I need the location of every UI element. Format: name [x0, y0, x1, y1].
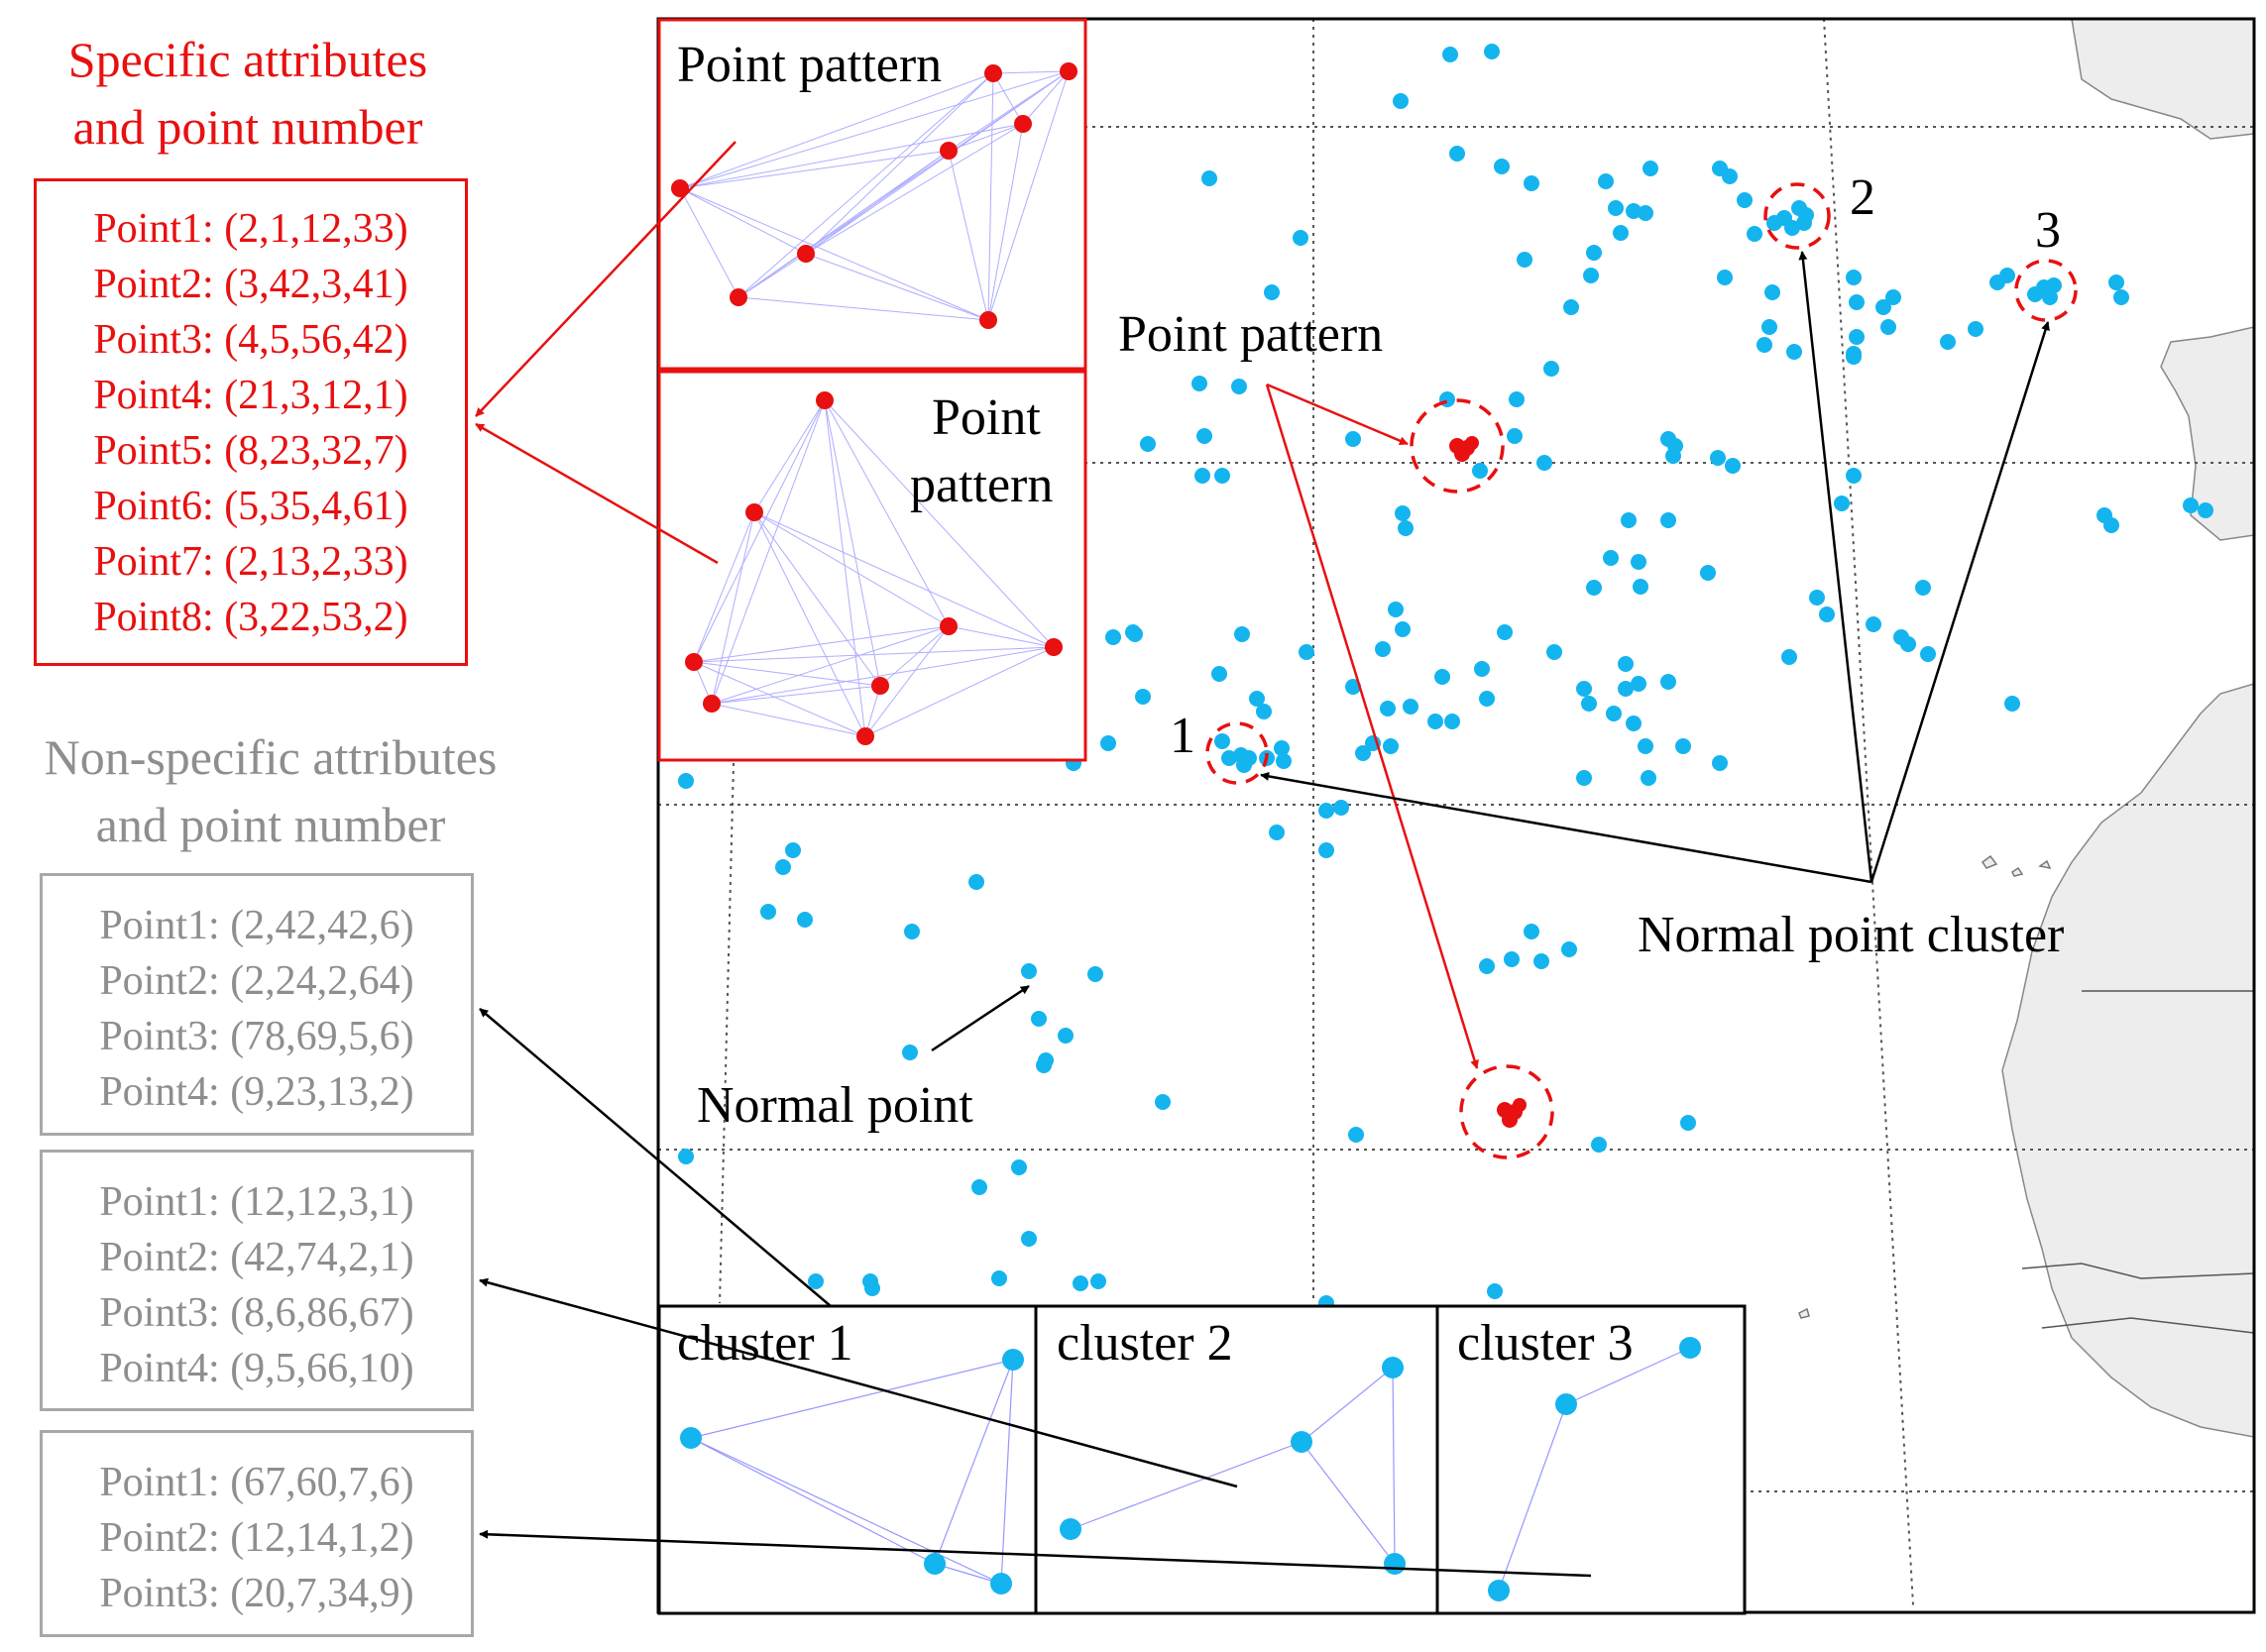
land-mass	[2160, 326, 2254, 541]
specific-arrows	[475, 141, 736, 565]
inset-pattern-top-label: Point pattern	[677, 37, 943, 93]
cluster3-label: cluster 3	[1457, 1315, 1634, 1372]
specific-point: Point4: (21,3,12,1)	[93, 373, 408, 418]
nonspecific-point: Point1: (2,42,42,6)	[99, 903, 414, 948]
nonspecific-group-1: Point1: (2,42,42,6) Point2: (2,24,2,64) …	[40, 873, 474, 1136]
specific-point: Point8: (3,22,53,2)	[93, 595, 408, 640]
normal-points	[678, 44, 2213, 1311]
specific-title: Specific attributes and point number	[20, 26, 476, 161]
highlight-circles	[1205, 182, 2078, 1159]
cluster-number-2: 2	[1850, 169, 1875, 226]
map-normal-point-label: Normal point	[697, 1077, 973, 1134]
island	[1798, 854, 2052, 1319]
nonspecific-point: Point3: (20,7,34,9)	[99, 1571, 414, 1616]
pattern-points	[1449, 436, 1527, 1128]
land-mass	[2001, 683, 2254, 1438]
specific-point: Point6: (5,35,4,61)	[93, 484, 408, 529]
specific-title-line1: Specific attributes	[67, 32, 428, 87]
point-pattern-inset-2	[657, 370, 1087, 762]
specific-point: Point3: (4,5,56,42)	[93, 317, 408, 363]
nonspecific-point: Point3: (8,6,86,67)	[99, 1290, 414, 1336]
specific-point: Point7: (2,13,2,33)	[93, 539, 408, 585]
nonspecific-title-line1: Non-specific attributes	[44, 729, 498, 785]
nonspecific-point: Point2: (42,74,2,1)	[99, 1235, 414, 1280]
land-border	[2021, 990, 2254, 1334]
specific-title-line2: and point number	[72, 99, 423, 155]
nonspecific-group-2: Point1: (12,12,3,1) Point2: (42,74,2,1) …	[40, 1150, 474, 1411]
cluster1-label: cluster 1	[677, 1315, 853, 1372]
map-normal-point-cluster-label: Normal point cluster	[1638, 907, 2065, 963]
map-point-pattern-label: Point pattern	[1118, 306, 1384, 363]
nonspecific-point: Point2: (2,24,2,64)	[99, 958, 414, 1004]
inset-pattern-bottom-label-2: pattern	[910, 457, 1054, 513]
land-mass	[2071, 19, 2254, 140]
cluster-3-points	[2027, 277, 2062, 305]
specific-point: Point1: (2,1,12,33)	[93, 206, 408, 252]
cluster2-label: cluster 2	[1057, 1315, 1233, 1372]
specific-attributes-box: Point1: (2,1,12,33) Point2: (3,42,3,41) …	[34, 178, 468, 666]
nonspecific-point: Point1: (12,12,3,1)	[99, 1179, 414, 1225]
specific-point: Point5: (8,23,32,7)	[93, 428, 408, 474]
cluster-number-1: 1	[1170, 708, 1195, 764]
pattern-arrows	[1265, 383, 1479, 1069]
cluster-number-3: 3	[2035, 202, 2061, 259]
nonspecific-point: Point4: (9,23,13,2)	[99, 1069, 414, 1115]
nonspecific-group-3: Point1: (67,60,7,6) Point2: (12,14,1,2) …	[40, 1430, 474, 1637]
nonspecific-arrows	[479, 1008, 1592, 1578]
nonspecific-point: Point3: (78,69,5,6)	[99, 1014, 414, 1059]
point-pattern-inset-1	[657, 18, 1087, 371]
nonspecific-point: Point4: (9,5,66,10)	[99, 1346, 414, 1391]
nonspecific-title-line2: and point number	[95, 797, 446, 852]
cluster-2-points	[1766, 200, 1814, 236]
specific-point: Point2: (3,42,3,41)	[93, 262, 408, 307]
graticule	[658, 19, 2254, 1606]
inset-pattern-bottom-label-1: Point	[932, 389, 1041, 446]
nonspecific-point: Point1: (67,60,7,6)	[99, 1460, 414, 1505]
nonspecific-point: Point2: (12,14,1,2)	[99, 1515, 414, 1561]
cluster-arrows	[931, 251, 2050, 1052]
nonspecific-title: Non-specific attributes and point number	[0, 723, 541, 858]
